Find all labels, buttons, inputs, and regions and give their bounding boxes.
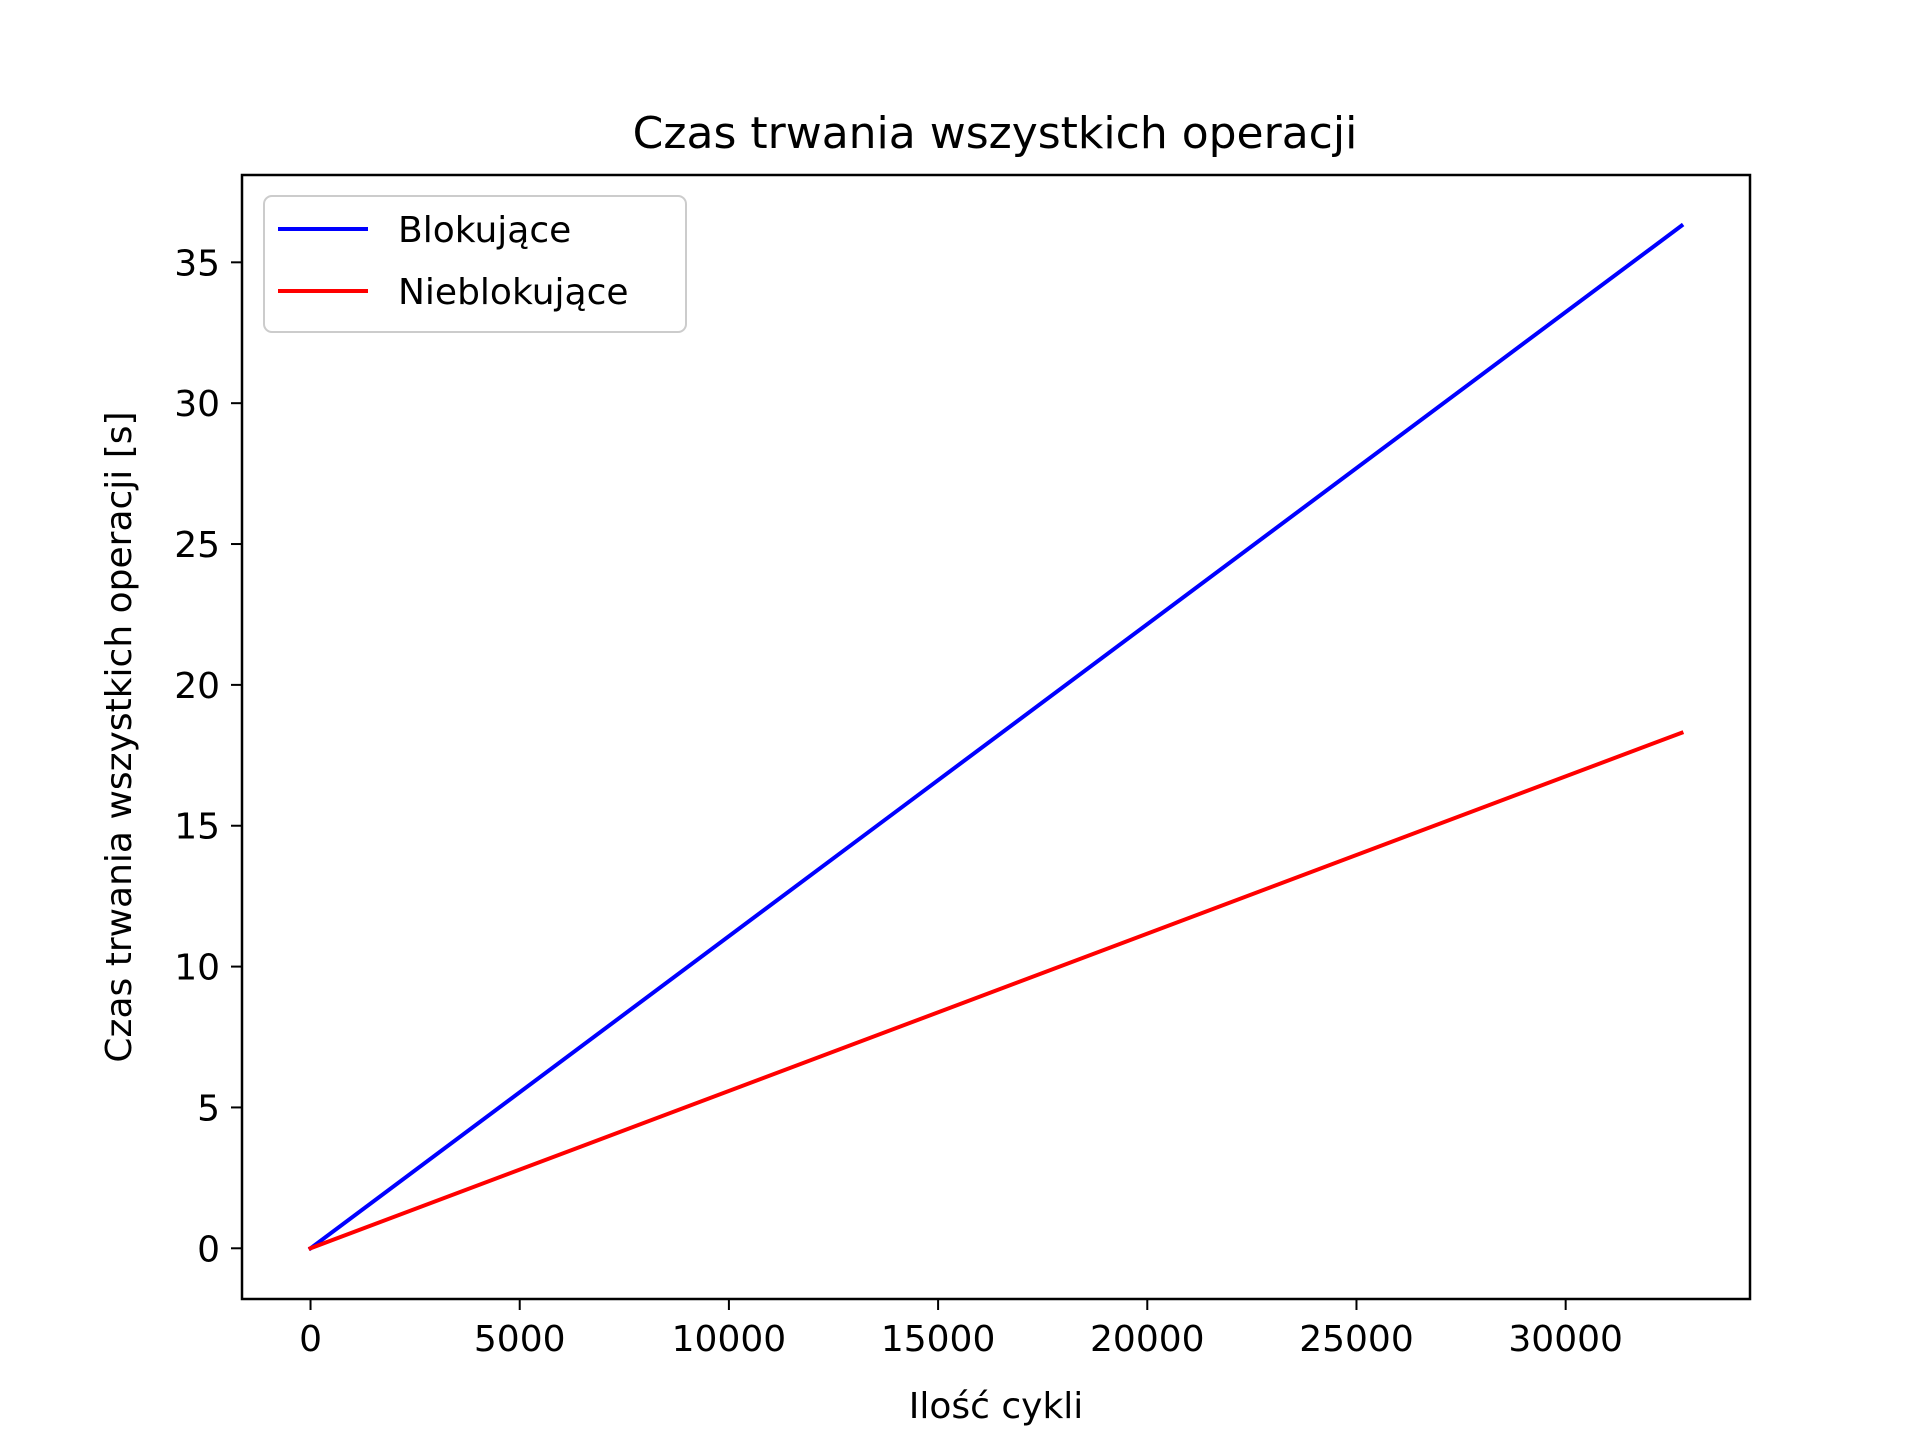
x-tick-label: 20000 <box>1090 1319 1205 1360</box>
y-tick-label: 20 <box>174 666 220 707</box>
series-line-nieblokujace <box>307 730 1685 1251</box>
series-line-blokujace <box>307 222 1685 1252</box>
x-tick-label: 5000 <box>474 1319 566 1360</box>
plot-area <box>240 173 1752 1301</box>
y-tick-label: 10 <box>174 948 220 989</box>
x-axis-label: Ilość cykli <box>909 1386 1084 1427</box>
x-tick-label: 30000 <box>1508 1319 1623 1360</box>
x-axis: 0 5000 10000 15000 20000 25000 30000 <box>299 1299 1623 1360</box>
x-tick-label: 10000 <box>672 1319 787 1360</box>
y-axis: 0 5 10 15 20 25 30 35 <box>174 243 242 1270</box>
legend-frame <box>263 195 687 333</box>
y-tick-label: 30 <box>174 384 220 425</box>
y-tick-label: 15 <box>174 807 220 848</box>
y-tick-label: 5 <box>197 1088 220 1129</box>
y-axis-label: Czas trwania wszystkich operacji [s] <box>99 411 140 1062</box>
chart-title: Czas trwania wszystkich operacji <box>633 108 1358 159</box>
legend: Blokujące Nieblokujące <box>263 195 687 333</box>
x-tick-label: 15000 <box>881 1319 996 1360</box>
x-tick-label: 25000 <box>1299 1319 1414 1360</box>
x-tick-label: 0 <box>299 1319 322 1360</box>
legend-label-nieblokujace: Nieblokujące <box>398 272 629 313</box>
y-tick-label: 25 <box>174 525 220 566</box>
y-tick-label: 0 <box>197 1229 220 1270</box>
y-tick-label: 35 <box>174 243 220 284</box>
series-layer <box>307 222 1685 1252</box>
legend-label-blokujace: Blokujące <box>398 210 571 251</box>
